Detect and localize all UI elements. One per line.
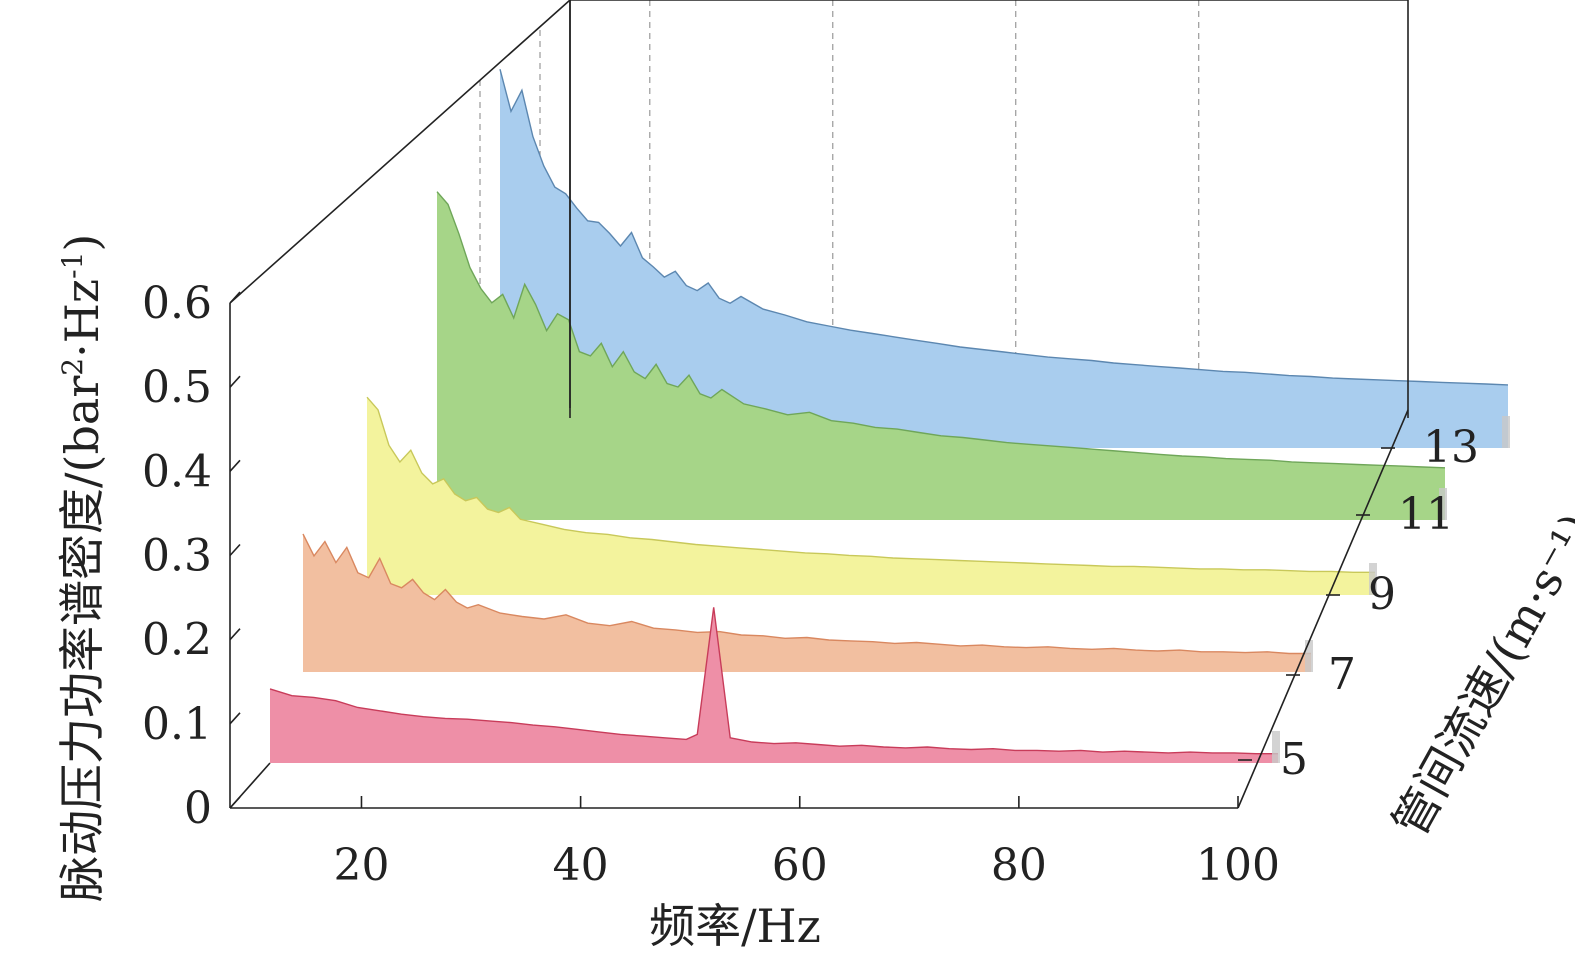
series-end-cap-v5 [1272,731,1280,763]
z-tick-label-6: 0.6 [142,278,212,329]
back-wall-frame [569,0,1409,418]
z-axis-label-main: 脉动压力功率谱密度/(bar [55,376,109,902]
series-end-cap-v9 [1369,563,1377,595]
z-tick-5 [229,375,241,388]
z-axis-label-mid: ·Hz [55,279,109,358]
z-axis-label-sup1: 2 [56,358,89,376]
z-tick-2 [229,628,241,641]
series-area-v7 [303,534,1311,672]
series-area-v13 [500,69,1508,448]
z-tick-3 [229,543,241,557]
x-tick-label-4: 100 [1196,840,1280,891]
z-tick-label-5: 0.5 [142,362,212,413]
z-axis-label-end: ) [55,234,109,252]
x-tick-label-0: 20 [333,840,389,891]
z-tick-label-3: 0.3 [142,531,212,582]
left-wall-top-edge [229,0,571,304]
z-tick-label-1: 0.1 [142,699,212,750]
y-tick-label-0: 5 [1280,734,1308,785]
z-tick-0 [229,796,241,809]
y-tick-label-1: 7 [1328,649,1356,700]
y-axis-label: 管间流速/(m·s⁻¹) [1382,504,1575,845]
y-tick-label-2: 9 [1368,569,1396,620]
z-tick-label-0: 0 [184,783,212,834]
series-end-cap-v13 [1502,416,1510,448]
series-layer [269,69,1510,763]
z-tick-1 [229,712,241,725]
y-axis-line [1237,409,1409,809]
z-tick-label-4: 0.4 [142,446,212,497]
x-tick-label-2: 60 [772,840,828,891]
y-tick-label-3: 11 [1398,489,1454,540]
series-line-v11 [436,191,1446,469]
series-area-v9 [367,397,1375,595]
z-axis-label: 脉动压力功率谱密度/(bar2·Hz-1) [55,234,109,902]
z-tick-6 [229,291,241,304]
x-tick-label-3: 80 [991,840,1047,891]
axes-layer [229,0,1409,809]
x-axis-label: 频率/Hz [649,899,821,953]
x-tick-label-1: 40 [553,840,609,891]
y-tick-label-4: 13 [1423,422,1479,473]
series-line-v13 [499,69,1509,386]
series-line-v7 [302,533,1311,655]
z-tick-4 [229,459,241,472]
series-area-v11 [437,191,1445,520]
series-line-v9 [366,396,1375,573]
series-end-cap-v11 [1439,488,1447,520]
z-axis-label-sup2: -1 [56,252,89,279]
series-end-cap-v7 [1305,640,1313,672]
z-tick-label-2: 0.2 [142,615,212,666]
series-line-v5 [269,607,1278,755]
